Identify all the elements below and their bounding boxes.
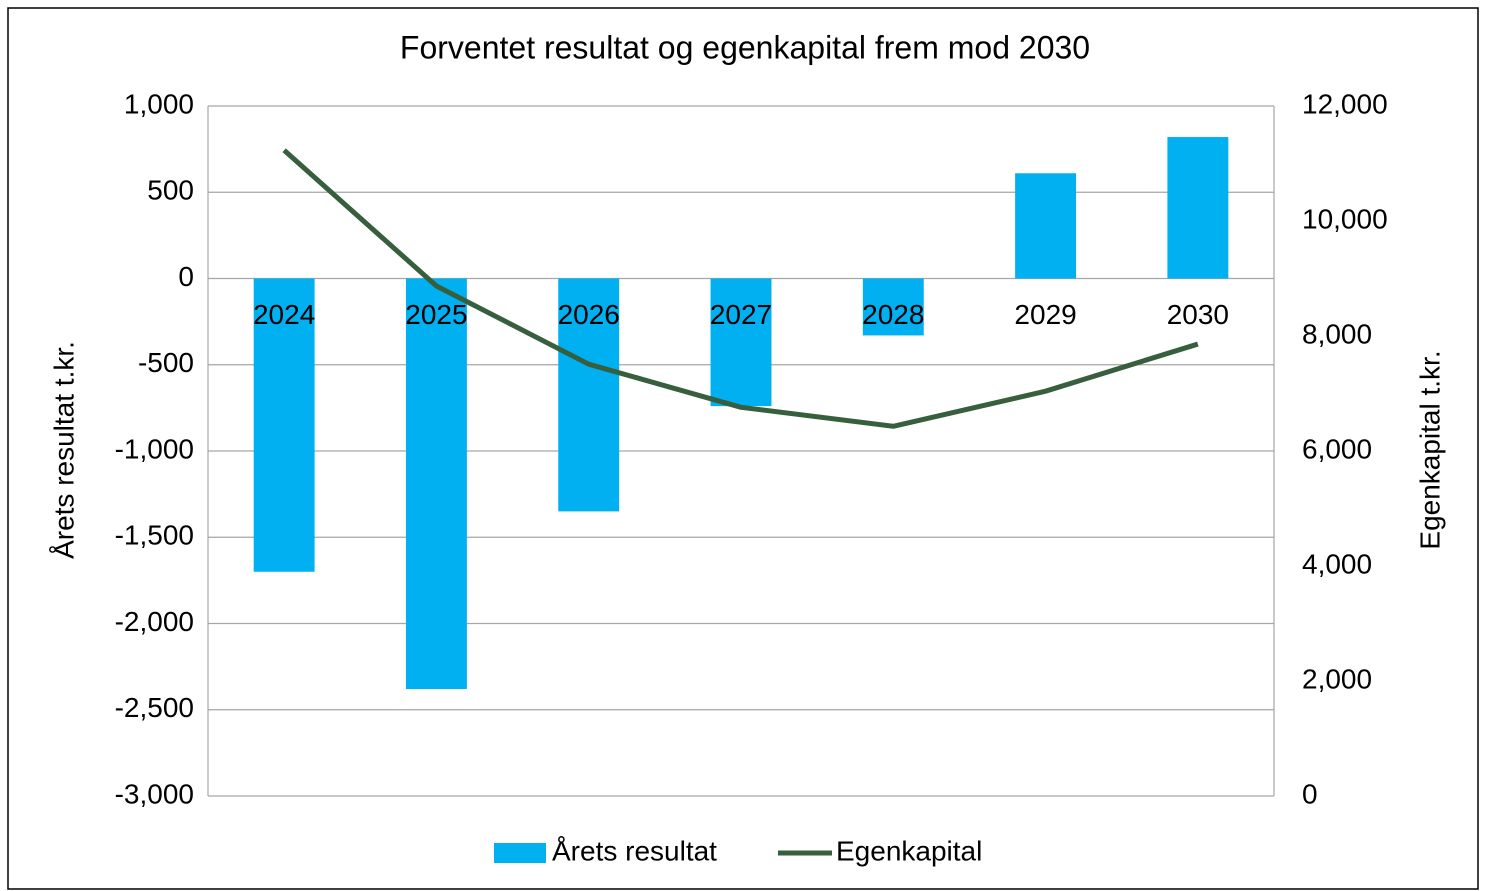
legend-label: Egenkapital xyxy=(836,835,982,866)
bar xyxy=(1015,173,1077,279)
legend-label: Årets resultat xyxy=(552,835,717,866)
y2-tick-label: 10,000 xyxy=(1302,203,1388,234)
y-tick-label: -500 xyxy=(138,347,194,378)
chart-title: Forventet resultat og egenkapital frem m… xyxy=(400,29,1090,65)
y2-axis-label: Egenkapital t.kr. xyxy=(1414,350,1445,549)
x-tick-label: 2026 xyxy=(558,299,620,330)
y2-tick-label: 2,000 xyxy=(1302,663,1372,694)
legend-swatch xyxy=(494,843,546,863)
bar xyxy=(558,278,620,512)
bar xyxy=(253,278,315,572)
y-tick-label: -1,500 xyxy=(115,520,194,551)
y-tick-label: -3,000 xyxy=(115,778,194,809)
y2-tick-label: 0 xyxy=(1302,778,1318,809)
x-tick-label: 2030 xyxy=(1167,299,1229,330)
y-tick-label: 1,000 xyxy=(124,88,194,119)
y-tick-label: -1,000 xyxy=(115,433,194,464)
chart-border xyxy=(7,7,1479,890)
bar xyxy=(710,278,772,407)
y-axis-label: Årets resultat t.kr. xyxy=(48,341,79,559)
y-tick-label: 500 xyxy=(147,175,194,206)
x-tick-label: 2028 xyxy=(862,299,924,330)
y2-tick-label: 6,000 xyxy=(1302,433,1372,464)
bar xyxy=(862,278,924,336)
x-tick-label: 2027 xyxy=(710,299,772,330)
y-tick-label: -2,000 xyxy=(115,606,194,637)
y2-tick-label: 8,000 xyxy=(1302,318,1372,349)
line xyxy=(282,148,1199,429)
y-tick-label: 0 xyxy=(178,261,194,292)
y-tick-label: -2,500 xyxy=(115,692,194,723)
y2-tick-label: 12,000 xyxy=(1302,88,1388,119)
bar xyxy=(405,278,467,690)
y2-tick-label: 4,000 xyxy=(1302,548,1372,579)
bar xyxy=(1167,137,1229,279)
x-tick-label: 2025 xyxy=(405,299,467,330)
x-tick-label: 2024 xyxy=(253,299,315,330)
x-tick-label: 2029 xyxy=(1014,299,1076,330)
